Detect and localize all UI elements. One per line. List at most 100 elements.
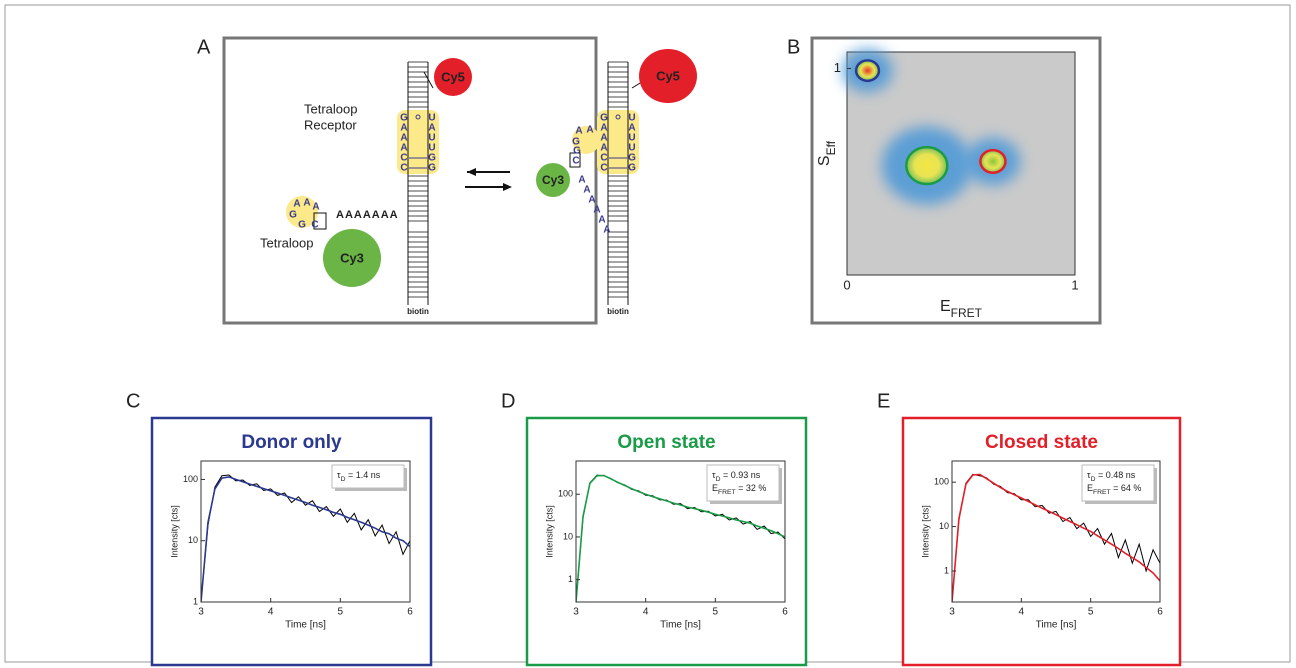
panel: B 0 1 1 EFRET SEff (787, 36, 1102, 325)
annotation: τD = 0.48 ns (1087, 470, 1136, 483)
nucleotide: G (573, 146, 581, 157)
chart-title: Donor only (241, 432, 342, 453)
text-part: τ (712, 470, 716, 480)
nucleotide: A (598, 215, 605, 226)
panel-a: A Cy5 Cy3 Tetraloop Receptor Tetraloop A… (197, 36, 697, 325)
x-tick-label: 4 (643, 607, 649, 618)
nucleotide: U (628, 143, 635, 154)
panel-letter: C (126, 390, 140, 412)
x-tick-label: 0 (843, 277, 850, 292)
nucleotide: C (311, 220, 318, 231)
x-tick-label: 3 (198, 607, 204, 618)
nucleotide: C (400, 163, 407, 174)
nucleotide: G (600, 113, 608, 124)
loop-highlight (286, 196, 318, 228)
y-tick-label: 1 (834, 60, 841, 75)
panel-frame (525, 416, 808, 667)
subscript: FRET (718, 489, 736, 496)
text-part: τ (1087, 470, 1091, 480)
subscript: Eff (824, 140, 838, 155)
text-part: S (816, 155, 833, 166)
nucleotide: U (628, 133, 635, 144)
chart-title: Open state (617, 432, 715, 453)
text-part: = 32 % (736, 483, 767, 493)
y-axis-label: SEff (816, 140, 838, 166)
loop-label: Tetraloop (260, 235, 313, 250)
nucleotide: A (628, 123, 635, 134)
panel: C Donor only 3 4 5 6 1 10 100 Time [ns] Intensity … (126, 390, 433, 667)
population (979, 148, 1007, 174)
nucleotide: A (400, 143, 407, 154)
dye-cy3 (323, 229, 381, 287)
y-axis-label: Intensity [cts] (544, 505, 554, 558)
text-part: = 0.48 ns (1095, 470, 1135, 480)
nucleotide: A (600, 133, 607, 144)
nucleotide: A (600, 123, 607, 134)
decay-line (576, 474, 785, 602)
panel-letter: B (787, 36, 800, 58)
panel-letter: E (877, 390, 890, 412)
y-tick-label: 10 (939, 521, 949, 531)
y-tick-label: 1 (568, 574, 573, 584)
x-tick-label: 3 (573, 607, 579, 618)
nucleotide: U (428, 143, 435, 154)
nucleotide: A (293, 199, 300, 210)
nucleotide: G (298, 220, 306, 231)
nucleotide: A (588, 195, 595, 206)
text-part: = 0.93 ns (720, 470, 760, 480)
nucleotide: A (578, 175, 585, 186)
x-tick-label: 5 (1088, 607, 1094, 618)
dye-label: Cy5 (656, 68, 680, 83)
x-tick-label: 6 (782, 607, 788, 618)
decay-line (201, 474, 410, 602)
nucleotide: A (400, 133, 407, 144)
annotation-box (706, 464, 780, 502)
x-tick-label: 6 (1157, 607, 1163, 618)
nucleotide: G (400, 113, 408, 124)
receptor-label: Tetraloop (304, 101, 357, 116)
panel-frame (222, 36, 598, 325)
stem (569, 152, 581, 168)
nucleotide: A (593, 205, 600, 216)
panel-frame (150, 416, 433, 667)
nucleotide: A (303, 198, 310, 209)
chart-title: Closed state (985, 432, 1098, 453)
x-axis-label: Time [ns] (285, 620, 326, 631)
subscript: D (1091, 476, 1096, 483)
dye-label: Cy3 (340, 250, 364, 265)
y-tick-label: 10 (188, 535, 198, 545)
nucleotide: C (400, 153, 407, 164)
plot-area (951, 460, 1161, 603)
subscript: FRET (1093, 489, 1111, 496)
plot-area (200, 460, 411, 603)
subscript: D (716, 476, 721, 483)
text-part: = 64 % (1111, 483, 1142, 493)
x-axis-label: Time [ns] (660, 620, 701, 631)
population (854, 59, 881, 83)
panel-frame (901, 416, 1182, 667)
annotation: τD = 1.4 ns (337, 470, 381, 483)
linker-seq: AAAAAAA (336, 209, 399, 221)
nucleotide: A (586, 125, 593, 136)
x-tick-label: 1 (1071, 277, 1078, 292)
biotin-label: biotin (607, 307, 629, 316)
annotation: EFRET = 32 % (712, 483, 766, 496)
nucleotide: G (428, 153, 436, 164)
gu-pair (415, 114, 421, 120)
nucleotide: A (600, 143, 607, 154)
nucleotide: G (428, 163, 436, 174)
panel-letter: A (197, 36, 211, 58)
nucleotide: U (628, 113, 635, 124)
text-part: E (712, 483, 718, 493)
nucleotide: U (428, 113, 435, 124)
stem (313, 212, 327, 230)
arrow-head (467, 168, 476, 176)
receptor-label: Receptor (304, 117, 357, 132)
nucleotide: A (575, 126, 582, 137)
subscript: FRET (951, 306, 983, 320)
y-tick-label: 1 (944, 565, 949, 575)
panel: D Open state 3 4 5 6 1 10 100 Time [ns] Intensity … (501, 390, 808, 667)
x-axis-label: EFRET (940, 298, 983, 320)
y-tick-label: 100 (934, 477, 949, 487)
